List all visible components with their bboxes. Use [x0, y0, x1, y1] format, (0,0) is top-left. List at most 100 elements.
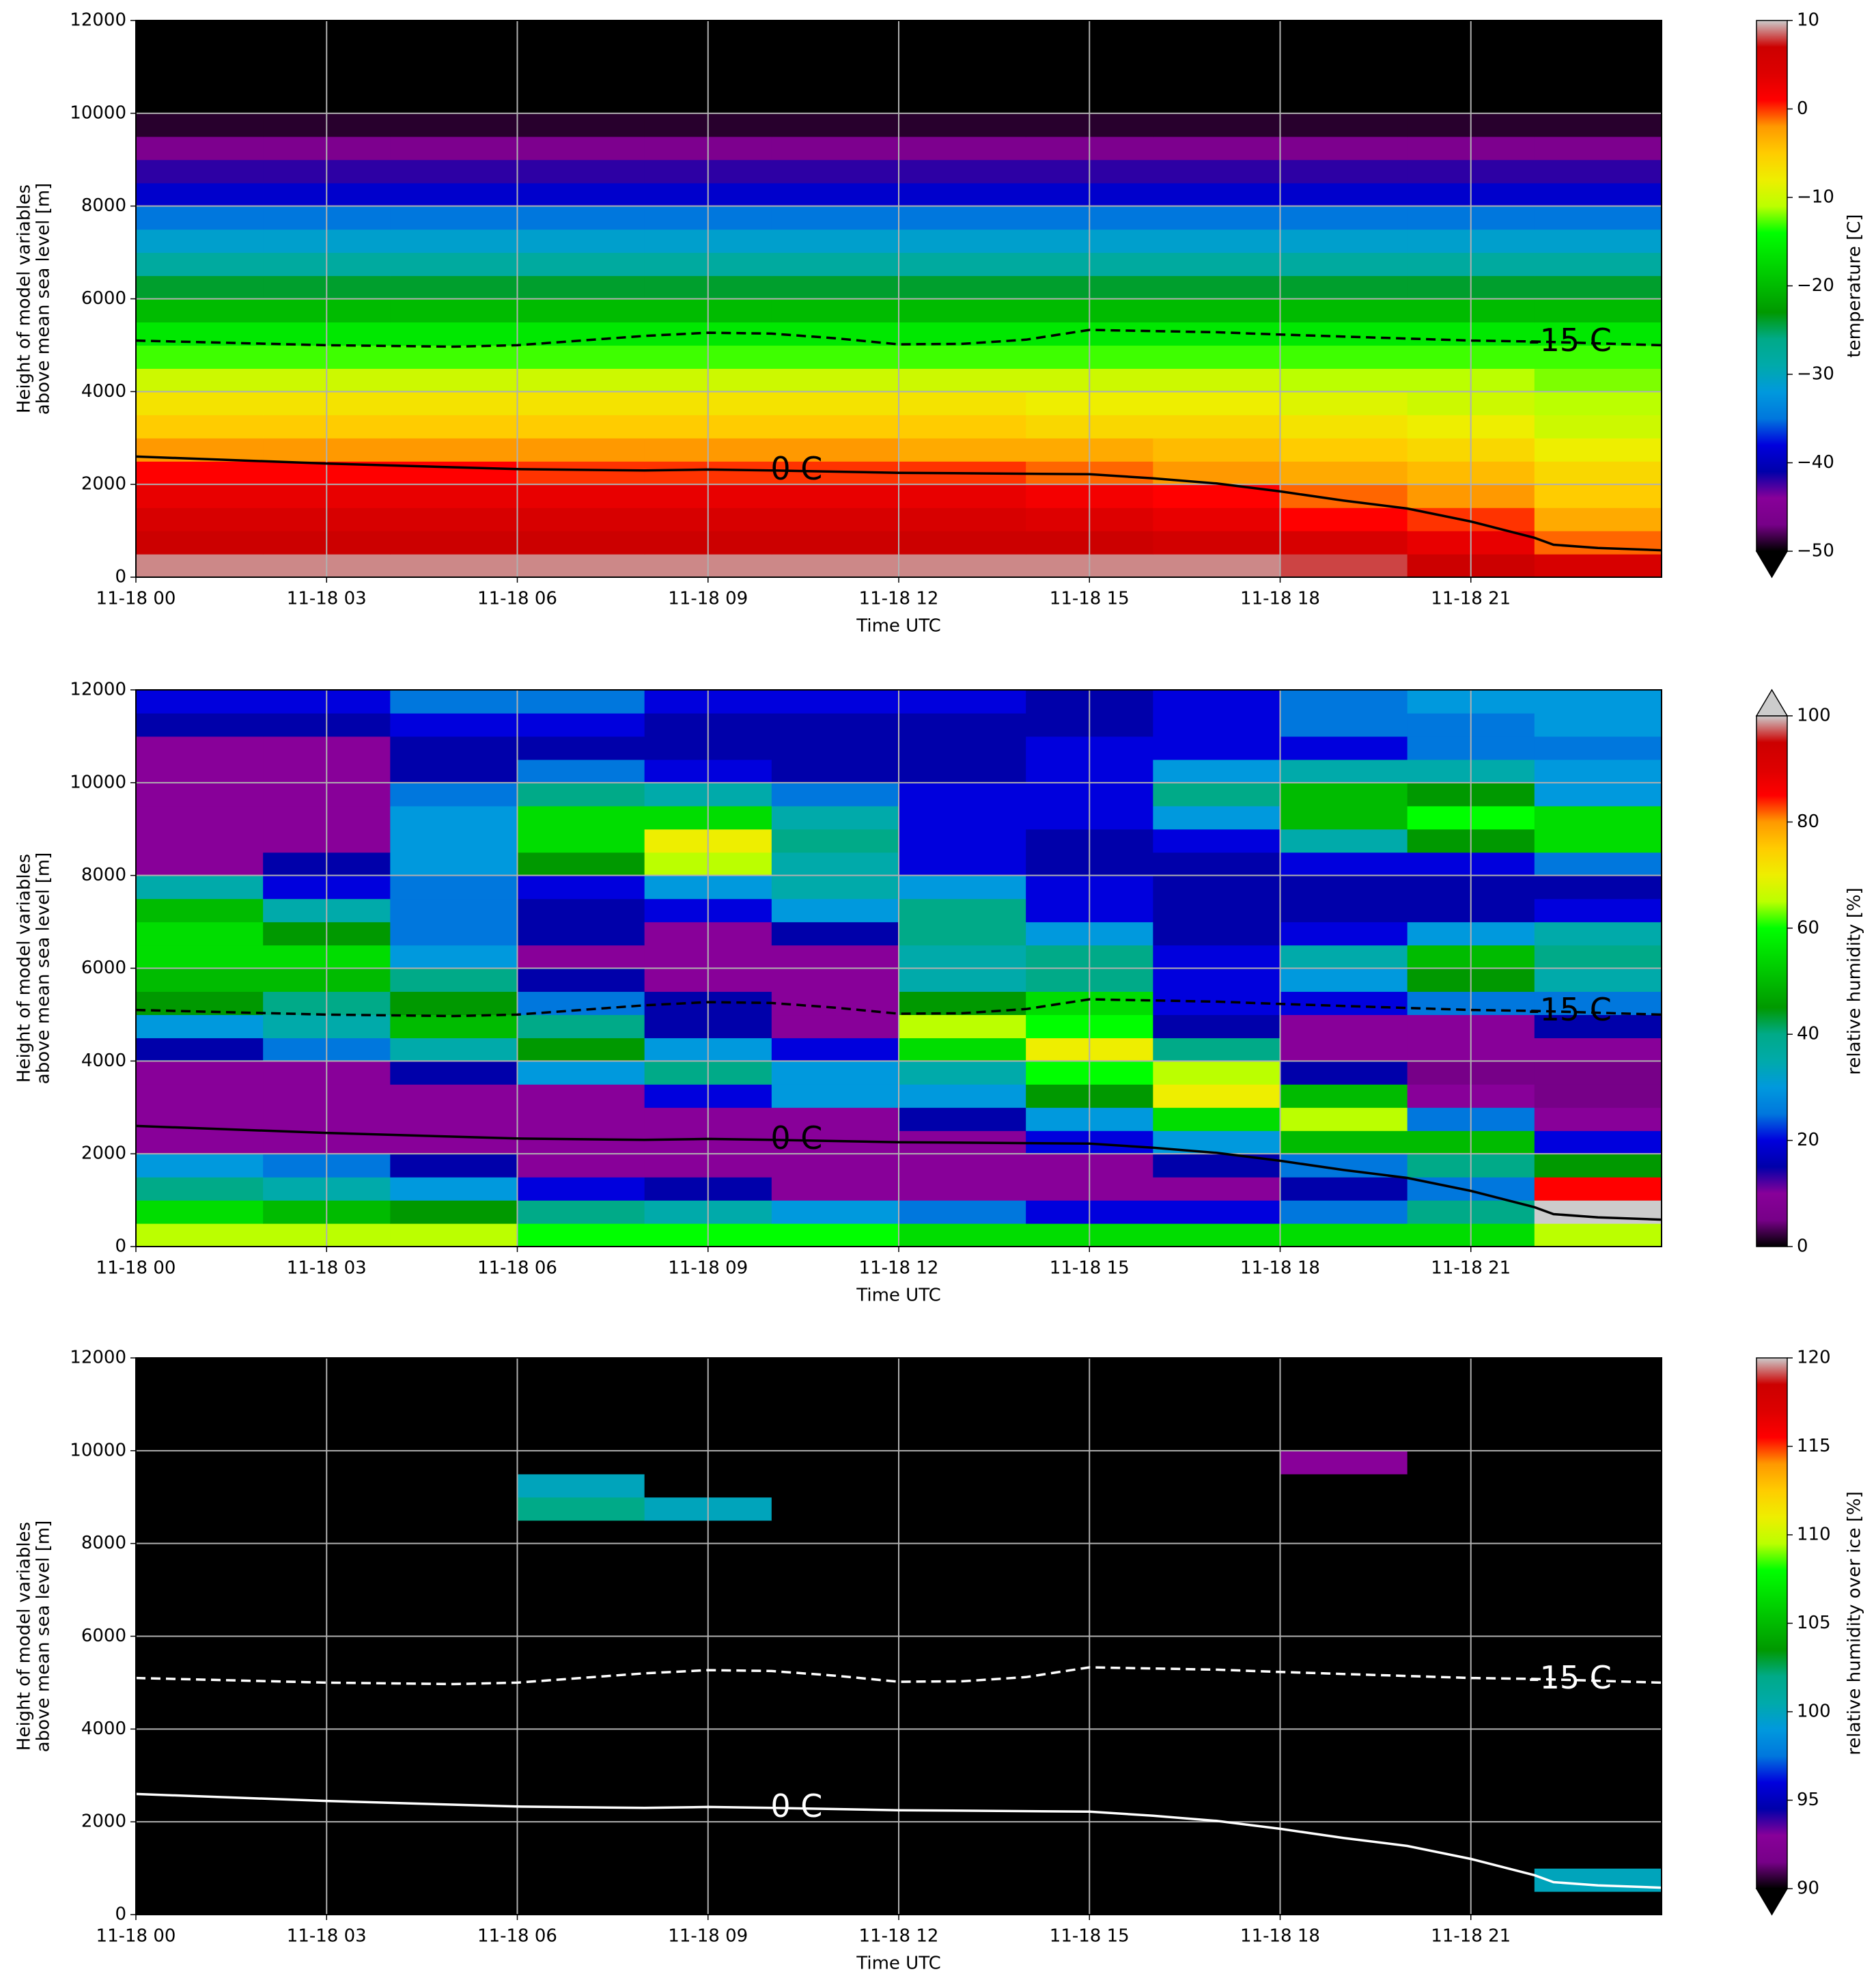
heatmap-cell: [517, 991, 645, 1016]
heatmap-cell: [1534, 1497, 1662, 1521]
contour-line: [135, 455, 1662, 552]
heatmap-cell: [1534, 1380, 1662, 1405]
heatmap-cell: [1534, 1358, 1662, 1382]
heatmap-cell: [1280, 345, 1408, 369]
heatmap-cell: [1153, 690, 1281, 714]
heatmap-cell: [771, 1177, 899, 1201]
heatmap-cell: [1153, 1729, 1281, 1753]
heatmap-cell: [517, 1473, 645, 1498]
heatmap-cell: [136, 531, 264, 555]
heatmap-cell: [136, 1223, 264, 1247]
heatmap-cell: [1534, 1450, 1662, 1475]
heatmap-cell: [1153, 1775, 1281, 1799]
x-tick-label: 11-18 12: [859, 1258, 939, 1279]
heatmap-cell: [517, 805, 645, 830]
heatmap-cell: [517, 159, 645, 184]
heatmap-cell: [771, 1868, 899, 1892]
heatmap-cell: [899, 508, 1026, 531]
heatmap-cell: [899, 1038, 1026, 1061]
heatmap-cell: [1534, 136, 1662, 161]
heatmap-cell: [1534, 1729, 1662, 1753]
y-tick-label: 4000: [81, 381, 126, 402]
heatmap-cell: [390, 89, 518, 114]
heatmap-cell: [517, 1775, 645, 1799]
heatmap-cell: [517, 1706, 645, 1729]
heatmap-cell: [771, 182, 899, 207]
heatmap-cell: [1153, 1223, 1281, 1247]
heatmap-cell: [517, 531, 645, 555]
heatmap-cell: [1534, 66, 1662, 91]
heatmap-cell: [517, 43, 645, 68]
heatmap-cell: [136, 1200, 264, 1224]
heatmap-cell: [136, 182, 264, 207]
heatmap-cell: [517, 829, 645, 853]
heatmap-cell: [899, 89, 1026, 114]
heatmap-cell: [517, 438, 645, 462]
heatmap-cell: [517, 1223, 645, 1247]
heatmap-cell: [771, 1682, 899, 1706]
heatmap-cell: [136, 1682, 264, 1706]
x-tick-label: 11-18 09: [668, 1926, 748, 1947]
heatmap-cell: [136, 1589, 264, 1614]
heatmap-cell: [899, 1177, 1026, 1201]
heatmap-cell: [1534, 1014, 1662, 1038]
heatmap-cell: [1153, 554, 1281, 578]
x-axis-label: Time UTC: [856, 1954, 940, 1974]
heatmap-cell: [771, 759, 899, 783]
heatmap-cell: [771, 66, 899, 91]
heatmap-cell: [390, 736, 518, 760]
heatmap-cell: [899, 438, 1026, 462]
heatmap-cell: [1280, 1798, 1408, 1822]
heatmap-cell: [1534, 1752, 1662, 1776]
colorbar-tick-label: 95: [1797, 1790, 1819, 1810]
heatmap-cell: [136, 1868, 264, 1892]
heatmap-cell: [517, 1200, 645, 1224]
heatmap-cell: [390, 159, 518, 184]
heatmap-cell: [1153, 1473, 1281, 1498]
x-axis-label: Time UTC: [856, 1286, 940, 1306]
heatmap-cell: [136, 1706, 264, 1729]
heatmap-cell: [1534, 852, 1662, 876]
heatmap-cell: [771, 136, 899, 161]
heatmap-cell: [1280, 368, 1408, 392]
heatmap-cell: [390, 1427, 518, 1451]
heatmap-cell: [1280, 1038, 1408, 1061]
y-tick-label: 8000: [81, 1533, 126, 1553]
colorbar-tick-label: 100: [1797, 706, 1831, 726]
contour-line: [135, 1666, 1662, 1686]
heatmap-cell: [390, 136, 518, 161]
heatmap-cell: [1153, 736, 1281, 760]
heatmap-cell: [1280, 484, 1408, 508]
heatmap-cell: [899, 322, 1026, 346]
heatmap-cell: [136, 1473, 264, 1498]
heatmap-cell: [1280, 113, 1408, 137]
heatmap-cell: [390, 1775, 518, 1799]
heatmap-cell: [1280, 1891, 1408, 1915]
heatmap-cell: [1153, 1084, 1281, 1108]
heatmap-cell: [390, 345, 518, 369]
heatmap-cell: [771, 554, 899, 578]
heatmap-cell: [517, 298, 645, 323]
y-axis-label: above mean sea level [m]: [33, 852, 54, 1084]
heatmap-cell: [1534, 159, 1662, 184]
heatmap-cell: [1280, 1107, 1408, 1131]
heatmap-cell: [899, 1450, 1026, 1475]
heatmap-cell: [1534, 298, 1662, 323]
heatmap-cell: [1534, 1520, 1662, 1544]
heatmap-cell: [771, 829, 899, 853]
heatmap-cell: [517, 415, 645, 439]
heatmap-cell: [390, 1543, 518, 1568]
heatmap-cell: [1280, 1154, 1408, 1178]
heatmap-cell: [390, 1450, 518, 1475]
contour-label: 0 C: [770, 1788, 822, 1824]
heatmap-cell: [517, 229, 645, 253]
heatmap-cell: [1280, 1223, 1408, 1247]
heatmap-cell: [771, 1636, 899, 1661]
heatmap-cell: [1153, 368, 1281, 392]
heatmap-cell: [899, 1891, 1026, 1915]
heatmap-cell: [1534, 229, 1662, 253]
heatmap-cell: [1534, 782, 1662, 807]
heatmap-cell: [1280, 1450, 1408, 1475]
heatmap-cell: [517, 1589, 645, 1614]
heatmap-cell: [899, 1543, 1026, 1568]
